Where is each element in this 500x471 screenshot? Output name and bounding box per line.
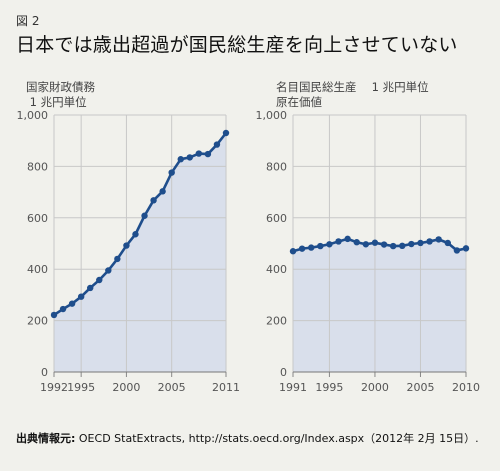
left-x-tick-label: 2005 — [158, 381, 186, 394]
figure-title: 日本では歳出超過が国民総生産を向上させていない — [16, 34, 458, 56]
right-x-tick-label: 1995 — [315, 381, 343, 394]
right-data-point — [380, 241, 388, 248]
left-y-tick-label: 1,000 — [17, 109, 49, 122]
right-x-tick-label: 2000 — [361, 381, 389, 394]
left-data-point — [59, 305, 67, 313]
left-data-point — [204, 150, 212, 158]
left-x-tick-label: 2011 — [212, 381, 240, 394]
left-y-tick-label: 0 — [41, 366, 48, 379]
right-data-point — [344, 235, 351, 243]
left-y-tick-label: 800 — [27, 160, 48, 173]
right-data-point — [326, 241, 333, 248]
right-data-point — [335, 238, 342, 245]
left-data-point — [96, 276, 103, 284]
right-data-point — [289, 248, 297, 255]
right-data-point — [371, 239, 379, 246]
left-data-point — [141, 212, 148, 219]
left-data-point — [114, 255, 121, 263]
right-data-point — [362, 241, 370, 248]
right-data-point — [408, 240, 415, 248]
right-data-point — [298, 245, 306, 252]
right-y-tick-label: 0 — [280, 366, 287, 379]
right-data-point — [435, 236, 442, 243]
left-data-point — [105, 267, 112, 274]
right-data-point — [317, 242, 324, 250]
right-data-point — [399, 242, 406, 250]
right-data-point — [353, 239, 360, 246]
left-chart-title: 国家財政債務 1 兆円単位 — [26, 80, 95, 109]
right-x-tick-label: 1991 — [279, 381, 307, 394]
right-data-point — [453, 247, 461, 254]
left-data-point — [159, 188, 166, 195]
left-data-point — [87, 284, 94, 292]
left-data-point — [222, 129, 230, 137]
source-text: OECD StatExtracts, http://stats.oecd.org… — [75, 432, 479, 445]
right-chart: 0 200 400 600 800 1,000 1991 1995 2000 2005 2010 — [256, 109, 481, 394]
left-x-tick-label: 2000 — [112, 381, 140, 394]
figure-label: 図 2 — [16, 14, 40, 28]
source-label: 出典情報元: — [16, 432, 76, 445]
left-data-point — [77, 293, 85, 300]
right-data-point — [426, 238, 433, 245]
right-data-point — [462, 245, 470, 252]
left-y-tick-label: 600 — [27, 212, 48, 225]
left-x-tick-label: 1995 — [67, 381, 95, 394]
right-y-tick-label: 800 — [266, 160, 287, 173]
left-data-point — [213, 141, 221, 148]
left-data-point — [68, 300, 76, 307]
left-chart: 0 200 400 600 800 1,000 1992 1995 2000 2005 2011 — [17, 109, 241, 394]
left-x-tick-label: 1992 — [40, 381, 68, 394]
right-x-tick-label: 2005 — [406, 381, 434, 394]
right-y-tick-label: 400 — [266, 263, 287, 276]
right-data-point — [389, 242, 397, 250]
right-y-tick-label: 1,000 — [256, 109, 288, 122]
right-y-tick-label: 200 — [266, 315, 287, 328]
left-data-point — [150, 197, 157, 204]
right-data-point — [308, 244, 315, 251]
right-x-tick-label: 2010 — [452, 381, 480, 394]
left-y-tick-label: 400 — [27, 263, 48, 276]
left-data-point — [132, 231, 139, 238]
left-data-point — [168, 169, 175, 176]
right-data-point — [417, 239, 424, 247]
source-note: 出典情報元: OECD StatExtracts, http://stats.o… — [16, 430, 479, 446]
right-y-tick-label: 600 — [266, 212, 287, 225]
left-data-point — [195, 150, 203, 157]
left-data-point — [186, 154, 193, 161]
left-y-tick-label: 200 — [27, 315, 48, 328]
right-chart-title: 名目国民総生産 1 兆円単位 原在価値 — [276, 80, 429, 109]
right-data-point — [444, 239, 451, 247]
left-area — [54, 132, 226, 372]
left-data-point — [123, 242, 130, 249]
right-area — [293, 238, 466, 372]
left-data-point — [177, 156, 184, 163]
left-data-point — [50, 311, 58, 319]
